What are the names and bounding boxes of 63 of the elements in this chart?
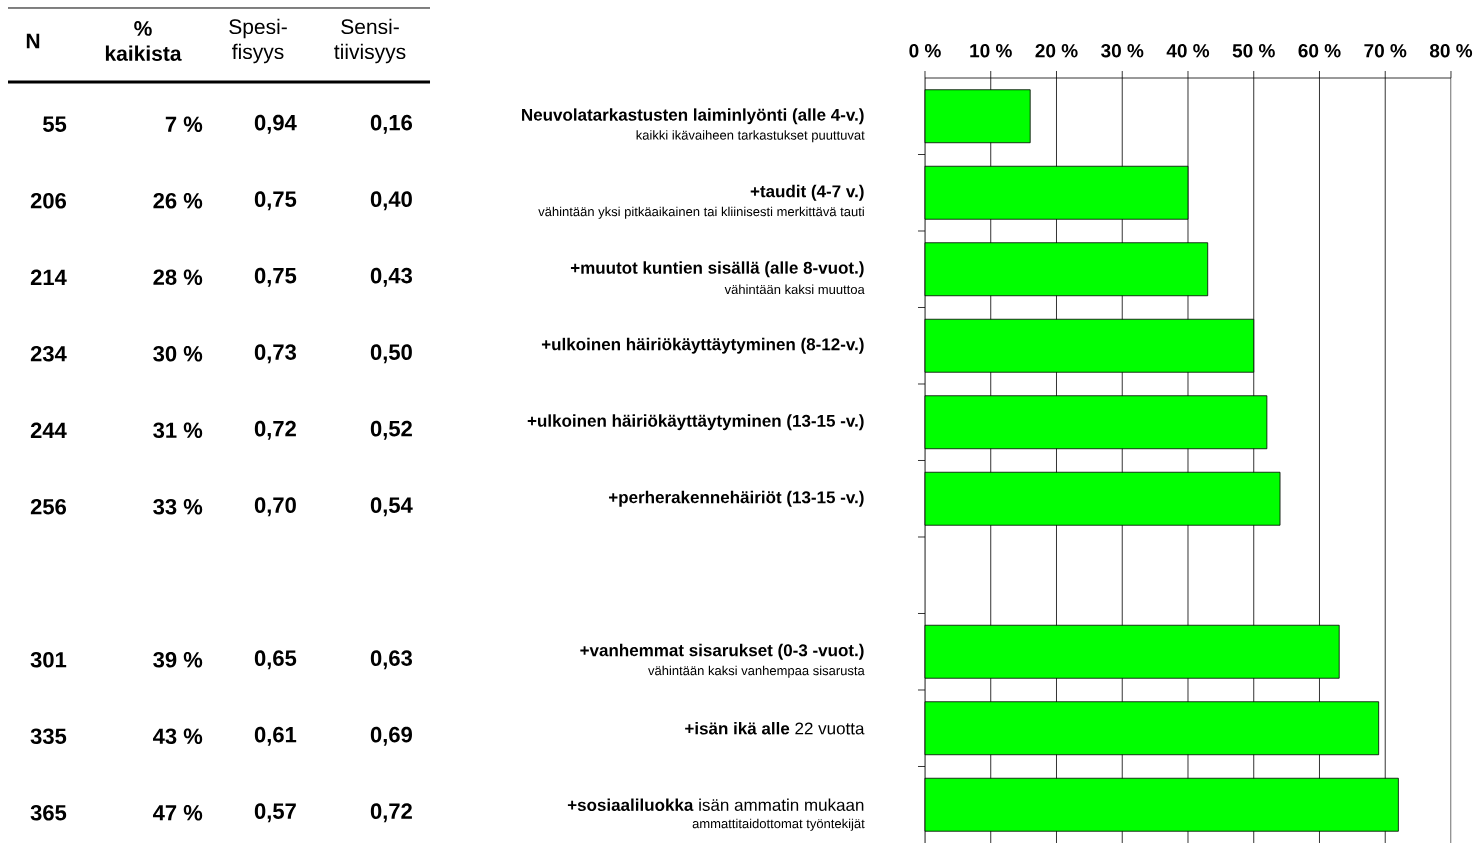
y-tick-label: Neuvolatarkastusten laiminlyönti (alle 4-v.)	[522, 108, 864, 125]
text: 0,72	[254, 420, 296, 440]
x-tick-label: 0 %	[909, 44, 941, 58]
text: 0,75	[254, 191, 297, 211]
text: 0,16	[370, 114, 413, 134]
text: 31 %	[153, 422, 203, 439]
x-tick-label: 30 %	[1101, 43, 1144, 58]
text: 0,70	[254, 497, 296, 517]
text: Sensi- tiivisyys	[334, 18, 406, 64]
text: 0,69	[370, 726, 412, 746]
text: 244	[30, 422, 67, 438]
text: 0,52	[370, 420, 412, 440]
text: 234	[30, 345, 67, 362]
text: 0,65	[254, 650, 297, 670]
text: 0,61	[254, 726, 297, 746]
x-tick-label: 20 %	[1035, 44, 1078, 58]
y-tick-label: +taudit (4-7 v.)	[750, 184, 864, 201]
text: Spesi- fisyys	[229, 18, 287, 64]
text: 0,72	[370, 803, 412, 823]
text: 0,73	[254, 344, 297, 364]
text: vähintään yksi pitkäaikainen tai kliinisesti merkittävä tauti	[538, 206, 864, 219]
text: N	[26, 33, 40, 49]
y-tick-label: +isän ikä alle 22 vuotta	[685, 722, 865, 735]
y-tick-label: +ulkoinen häiriökäyttäytyminen (8-12-v.)	[541, 337, 864, 354]
text: 0,50	[370, 344, 412, 364]
text: 335	[30, 728, 67, 745]
text: vähintään kaksi muuttoa	[724, 284, 865, 295]
text: 0,94	[254, 114, 297, 134]
text: 39 %	[153, 651, 203, 668]
text: 301	[30, 651, 67, 668]
text: 30 %	[153, 345, 203, 362]
y-tick-label: +sosiaaliluokka isän ammatin mukaan	[567, 798, 864, 811]
text: 47 %	[152, 805, 203, 821]
text: 0,63	[370, 650, 413, 670]
text: vähintään kaksi vanhempaa sisarusta	[648, 665, 865, 678]
x-tick-label: 40 %	[1166, 44, 1210, 58]
text: % kaikista	[105, 21, 182, 61]
text: 256	[30, 498, 67, 515]
x-tick-label: 80 %	[1429, 44, 1473, 58]
text: 0,54	[370, 497, 413, 517]
y-tick-label: +muutot kuntien sisällä (alle 8-vuot.)	[570, 261, 864, 278]
text: 214	[30, 269, 67, 285]
y-tick-label: +perherakennehäiriöt (13-15 -v.)	[608, 490, 864, 507]
y-tick-label: +vanhemmat sisarukset (0-3 -vuot.)	[580, 643, 864, 660]
text: 55	[43, 116, 67, 132]
x-tick-label: 70 %	[1364, 44, 1407, 58]
text: 33 %	[153, 498, 203, 515]
text: 0,43	[370, 267, 413, 287]
text: 0,40	[370, 191, 412, 211]
text: ammattitaidottomat työntekijät	[692, 818, 865, 831]
text: 365	[30, 804, 67, 821]
text: 0,57	[254, 803, 296, 823]
text: 206	[30, 192, 67, 209]
text: 28 %	[153, 269, 203, 286]
y-tick-label: +ulkoinen häiriökäyttäytyminen (13-15 -v.)	[527, 414, 864, 431]
x-tick-label: 50 %	[1232, 44, 1275, 58]
text: 7 %	[165, 116, 203, 132]
x-tick-label: 60 %	[1298, 44, 1341, 58]
text: 43 %	[152, 728, 203, 745]
x-tick-label: 10 %	[970, 44, 1012, 58]
text: 0,75	[254, 267, 297, 287]
text: 26 %	[153, 192, 203, 209]
text: kaikki ikävaiheen tarkastukset puuttuvat	[636, 130, 865, 143]
